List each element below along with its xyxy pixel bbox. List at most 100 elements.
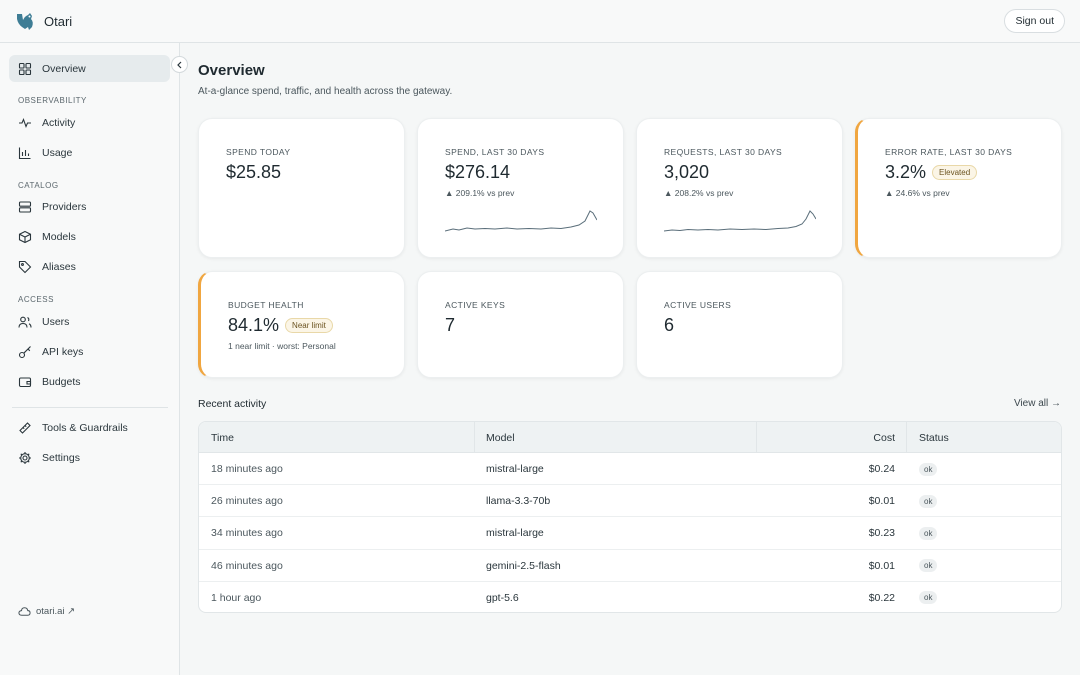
sidebar-item-overview[interactable]: Overview xyxy=(9,55,170,82)
sidebar-item-label: Tools & Guardrails xyxy=(42,421,128,434)
spend-sparkline xyxy=(445,210,597,232)
sidebar-item-budgets[interactable]: Budgets xyxy=(9,368,170,395)
sidebar-item-tools-guardrails[interactable]: Tools & Guardrails xyxy=(9,414,170,441)
column-divider xyxy=(474,422,475,453)
card-value-text: 84.1% xyxy=(228,315,280,335)
page-subtitle: At-a-glance spend, traffic, and health a… xyxy=(198,86,453,97)
card-value: $25.85 xyxy=(226,162,404,183)
chevron-left-icon xyxy=(176,61,181,68)
table-row[interactable]: 18 minutes ago mistral-large $0.24 ok xyxy=(199,453,1061,486)
sidebar-item-label: Users xyxy=(42,315,70,328)
card-value-text: 3,020 xyxy=(664,162,710,182)
column-header-time[interactable]: Time xyxy=(211,431,234,444)
cell-time: 1 hour ago xyxy=(211,591,262,604)
sidebar-item-activity[interactable]: Activity xyxy=(9,109,170,136)
key-icon xyxy=(18,345,31,358)
section-label-catalog: CATALOG xyxy=(18,181,59,190)
card-delta: ▲ 208.2% vs prev xyxy=(664,188,734,198)
server-icon xyxy=(18,200,32,213)
wallet-icon xyxy=(18,376,32,387)
sidebar-item-label: Aliases xyxy=(42,260,76,273)
card-label: ACTIVE KEYS xyxy=(445,300,506,310)
card-label: BUDGET HEALTH xyxy=(228,300,304,310)
status-badge: ok xyxy=(919,591,938,605)
card-label: REQUESTS, LAST 30 DAYS xyxy=(664,147,783,157)
cell-status: ok xyxy=(919,582,938,612)
sidebar-item-label: Models xyxy=(42,230,76,243)
sidebar-item-aliases[interactable]: Aliases xyxy=(9,253,170,280)
otari-site-link[interactable]: otari.ai ↗ xyxy=(18,605,75,618)
sidebar-item-usage[interactable]: Usage xyxy=(9,139,170,166)
table-row[interactable]: 26 minutes ago llama-3.3-70b $0.01 ok xyxy=(199,485,1061,518)
cell-status: ok xyxy=(919,550,938,582)
table-header: Time Model Cost Status xyxy=(199,422,1061,453)
sidebar-item-label: Overview xyxy=(42,62,86,75)
tag-icon xyxy=(18,260,32,273)
card-value: 6 xyxy=(664,315,842,336)
sign-out-button[interactable]: Sign out xyxy=(1004,9,1065,33)
card-value: 7 xyxy=(445,315,623,336)
column-header-status[interactable]: Status xyxy=(919,431,949,444)
cloud-icon xyxy=(18,607,31,616)
cell-status: ok xyxy=(919,485,938,517)
users-icon xyxy=(18,316,32,328)
column-header-model[interactable]: Model xyxy=(486,431,515,444)
card-requests-30-days[interactable]: REQUESTS, LAST 30 DAYS 3,020 ▲ 208.2% vs… xyxy=(636,118,843,258)
cell-cost: $0.23 xyxy=(868,527,895,540)
cell-time: 34 minutes ago xyxy=(211,527,283,540)
recent-activity-table: Time Model Cost Status 18 minutes ago mi… xyxy=(198,421,1062,613)
card-active-keys[interactable]: ACTIVE KEYS 7 xyxy=(417,271,624,378)
view-all-link[interactable]: View all → xyxy=(1013,398,1061,409)
table-row[interactable]: 46 minutes ago gemini-2.5-flash $0.01 ok xyxy=(199,550,1061,582)
table-row[interactable]: 34 minutes ago mistral-large $0.23 ok xyxy=(199,517,1061,550)
card-label: ACTIVE USERS xyxy=(664,300,732,310)
activity-icon xyxy=(19,117,31,128)
cell-model: mistral-large xyxy=(486,463,544,475)
card-value: 3.2% Elevated xyxy=(885,162,1061,183)
cell-time: 26 minutes ago xyxy=(211,495,283,508)
cell-cost: $0.22 xyxy=(868,591,895,604)
table-row[interactable]: 1 hour ago gpt-5.6 $0.22 ok xyxy=(199,582,1061,612)
cell-status: ok xyxy=(919,453,938,485)
status-badge: ok xyxy=(919,494,938,508)
sidebar-item-models[interactable]: Models xyxy=(9,223,170,250)
cube-icon xyxy=(18,230,32,243)
top-bar: Otari Sign out xyxy=(0,0,1080,43)
cell-model: gemini-2.5-flash xyxy=(486,559,561,572)
cell-time: 18 minutes ago xyxy=(211,463,283,475)
sidebar-item-providers[interactable]: Providers xyxy=(9,193,170,220)
card-value-text: $25.85 xyxy=(226,162,282,182)
status-badge: Near limit xyxy=(285,318,333,333)
card-value-text: 6 xyxy=(664,315,675,335)
collapse-sidebar-button[interactable] xyxy=(171,56,188,73)
sidebar-item-label: API keys xyxy=(42,345,84,358)
sidebar-item-users[interactable]: Users xyxy=(9,308,170,335)
card-label: SPEND, LAST 30 DAYS xyxy=(445,147,545,157)
card-delta: ▲ 24.6% vs prev xyxy=(885,188,950,198)
cell-cost: $0.01 xyxy=(868,559,895,572)
cell-cost: $0.24 xyxy=(868,463,895,475)
page-title: Overview xyxy=(198,62,265,79)
cell-model: gpt-5.6 xyxy=(486,591,519,604)
cell-status: ok xyxy=(919,517,938,549)
card-value: 84.1% Near limit xyxy=(228,315,404,336)
card-label: SPEND TODAY xyxy=(226,147,291,157)
status-badge: Elevated xyxy=(932,165,978,180)
bar-chart-icon xyxy=(18,147,31,159)
sidebar-divider xyxy=(12,407,168,408)
requests-sparkline xyxy=(664,210,816,232)
card-active-users[interactable]: ACTIVE USERS 6 xyxy=(636,271,843,378)
card-spend-30-days[interactable]: SPEND, LAST 30 DAYS $276.14 ▲ 209.1% vs … xyxy=(417,118,624,258)
status-badge: ok xyxy=(919,462,938,476)
card-value-text: $276.14 xyxy=(445,162,511,182)
sidebar-item-settings[interactable]: Settings xyxy=(9,444,170,471)
card-value-text: 3.2% xyxy=(885,162,927,182)
sidebar-item-api-keys[interactable]: API keys xyxy=(9,338,170,365)
recent-activity-title: Recent activity xyxy=(198,398,267,410)
card-budget-health[interactable]: BUDGET HEALTH 84.1% Near limit 1 near li… xyxy=(198,271,405,378)
card-value: 3,020 xyxy=(664,162,842,183)
column-header-cost[interactable]: Cost xyxy=(873,431,895,444)
cell-time: 46 minutes ago xyxy=(211,559,283,572)
card-spend-today[interactable]: SPEND TODAY $25.85 xyxy=(198,118,405,258)
card-error-rate[interactable]: ERROR RATE, LAST 30 DAYS 3.2% Elevated ▲… xyxy=(855,118,1062,258)
